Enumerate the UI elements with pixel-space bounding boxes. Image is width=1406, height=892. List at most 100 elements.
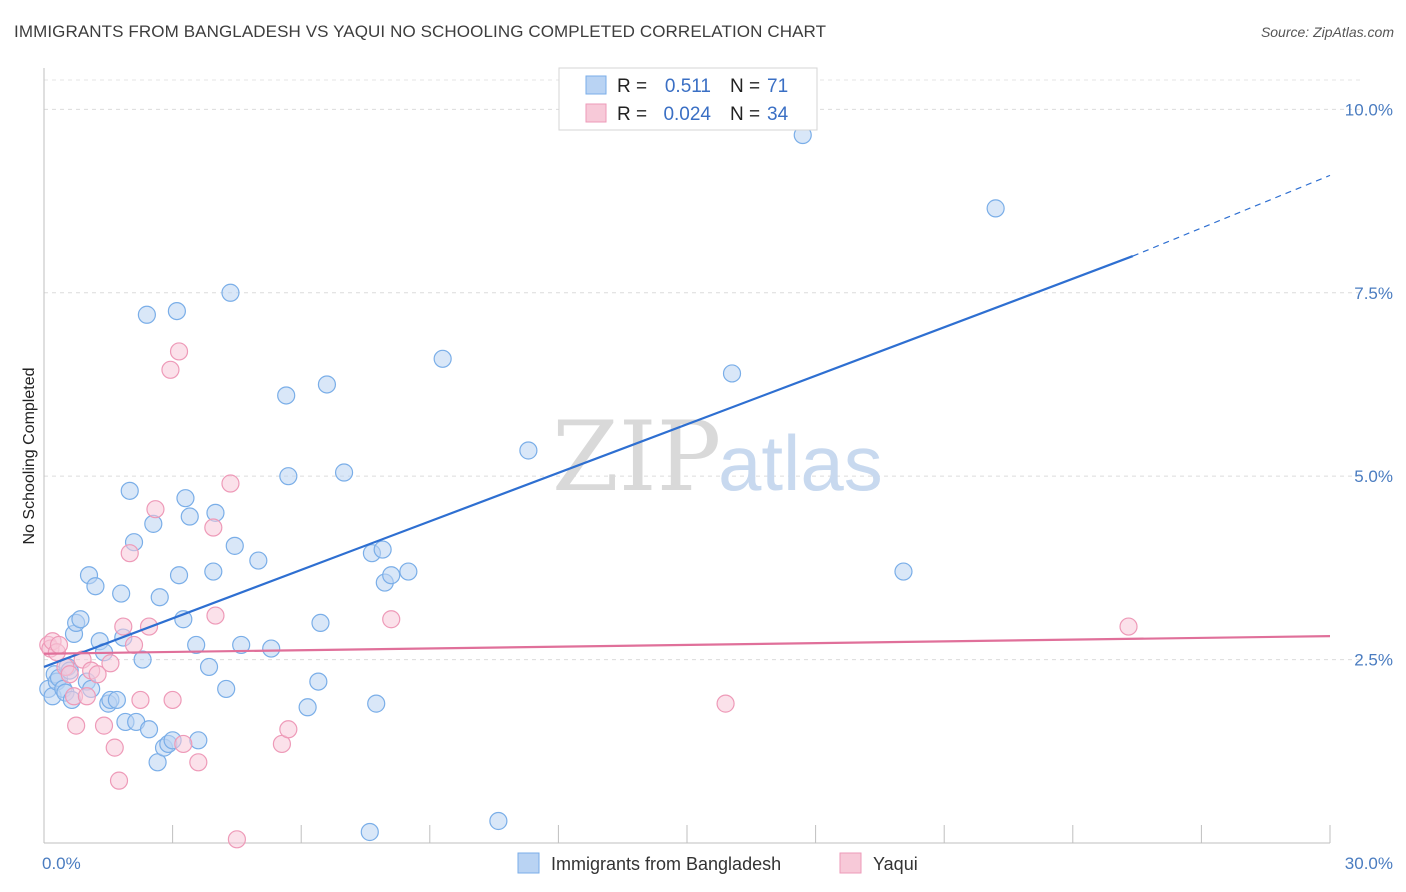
- legend-swatch-0: [517, 852, 540, 874]
- y-tick-label-1: 5.0%: [1354, 467, 1393, 486]
- point-series1-31: [227, 830, 246, 849]
- point-series1-15: [105, 738, 124, 757]
- point-series0-44: [199, 657, 219, 677]
- point-series1-13: [94, 716, 114, 735]
- point-series0-72: [894, 562, 913, 581]
- stats-n-value-1: 34: [767, 104, 789, 125]
- point-series0-54: [279, 467, 298, 486]
- point-series0-49: [225, 536, 244, 555]
- point-series1-30: [221, 474, 240, 493]
- point-series1-19: [124, 635, 144, 655]
- point-series0-68: [489, 811, 508, 831]
- point-series1-18: [120, 544, 139, 563]
- stats-n-label-0: N =: [730, 76, 760, 97]
- point-series0-58: [317, 375, 337, 394]
- point-series1-6: [60, 665, 79, 684]
- stats-swatch-0: [585, 75, 607, 95]
- point-series1-12: [88, 665, 107, 684]
- point-series0-50: [232, 635, 251, 655]
- point-series0-69: [519, 441, 538, 460]
- point-series0-53: [277, 386, 296, 405]
- point-series0-66: [399, 562, 418, 581]
- point-series0-59: [334, 463, 354, 482]
- stats-r-value-0: 0.511: [665, 76, 711, 97]
- point-series0-62: [367, 694, 386, 713]
- point-series0-12: [71, 610, 90, 629]
- point-series0-29: [137, 305, 156, 324]
- point-series1-28: [204, 518, 223, 537]
- trendline-extension-series0: [1132, 174, 1331, 257]
- point-series1-35: [716, 694, 735, 713]
- point-series0-65: [382, 566, 401, 585]
- point-series1-8: [67, 716, 86, 735]
- point-series1-23: [161, 360, 180, 379]
- axis-layer: 2.5% 5.0% 7.5% 10.0% 0.0% 30.0%: [42, 68, 1393, 873]
- point-series1-14: [101, 654, 120, 673]
- y-tick-label-3: 10.0%: [1345, 100, 1393, 119]
- trendline-series0: [43, 255, 1134, 668]
- watermark: ZIP atlas: [552, 401, 883, 513]
- point-series0-63: [373, 540, 392, 559]
- point-series0-52: [262, 639, 281, 658]
- stats-n-label-1: N =: [730, 104, 760, 125]
- point-series0-43: [189, 731, 208, 750]
- stats-n-value-0: 71: [767, 76, 788, 97]
- trend-layer: [43, 174, 1331, 668]
- point-series0-40: [176, 489, 195, 508]
- point-series0-30: [139, 720, 159, 739]
- point-series0-25: [120, 481, 139, 500]
- point-series1-22: [146, 500, 165, 519]
- point-series0-48: [221, 283, 240, 302]
- point-series1-33: [279, 720, 298, 739]
- point-series1-16: [109, 771, 129, 790]
- point-series0-21: [107, 690, 126, 710]
- point-series1-34: [382, 610, 401, 629]
- legend: Immigrants from Bangladesh Yaqui: [517, 852, 918, 874]
- chart-title: IMMIGRANTS FROM BANGLADESH VS YAQUI NO S…: [14, 22, 827, 41]
- points-layer: [39, 125, 1138, 849]
- point-series0-67: [433, 349, 452, 368]
- y-axis-label: No Schooling Completed: [21, 368, 38, 545]
- point-series0-56: [309, 672, 328, 691]
- point-series1-25: [169, 342, 189, 361]
- point-series1-24: [163, 690, 182, 710]
- point-series0-38: [169, 566, 189, 585]
- chart-source: Source: ZipAtlas.com: [1260, 24, 1394, 40]
- point-series0-57: [311, 613, 330, 633]
- point-series0-28: [133, 650, 152, 669]
- point-series1-20: [131, 690, 150, 710]
- point-series1-17: [114, 617, 133, 636]
- point-series0-45: [204, 562, 223, 581]
- point-series0-33: [150, 588, 169, 607]
- point-series0-51: [249, 551, 268, 570]
- stats-swatch-1: [585, 103, 607, 123]
- x-tick-label-0: 0.0%: [42, 854, 81, 873]
- point-series1-4: [49, 635, 69, 655]
- watermark-zip: ZIP: [552, 401, 721, 513]
- watermark-atlas: atlas: [718, 419, 883, 507]
- point-series0-55: [298, 698, 317, 717]
- point-series0-60: [360, 822, 379, 842]
- x-tick-label-1: 30.0%: [1345, 854, 1393, 873]
- stats-box: R = 0.511 N = 71 R = 0.024 N = 34: [558, 67, 818, 131]
- point-series0-73: [986, 199, 1005, 218]
- point-series0-16: [86, 577, 105, 596]
- point-series1-27: [189, 753, 208, 772]
- point-series0-42: [187, 635, 206, 655]
- point-series0-70: [722, 364, 742, 383]
- y-tick-label-0: 2.5%: [1354, 651, 1393, 670]
- point-series1-29: [206, 606, 225, 625]
- trendline-series1: [43, 635, 1331, 655]
- stats-r-label-0: R =: [617, 76, 647, 97]
- point-series1-36: [1119, 617, 1138, 636]
- legend-swatch-1: [839, 852, 862, 874]
- point-series0-47: [217, 679, 236, 699]
- point-series0-41: [180, 507, 199, 526]
- stats-r-label-1: R =: [617, 104, 647, 125]
- stats-r-value-1: 0.024: [663, 104, 711, 125]
- point-series0-37: [167, 302, 186, 321]
- point-series1-26: [174, 734, 193, 754]
- grid-layer: [44, 79, 1360, 661]
- point-series0-22: [112, 584, 131, 603]
